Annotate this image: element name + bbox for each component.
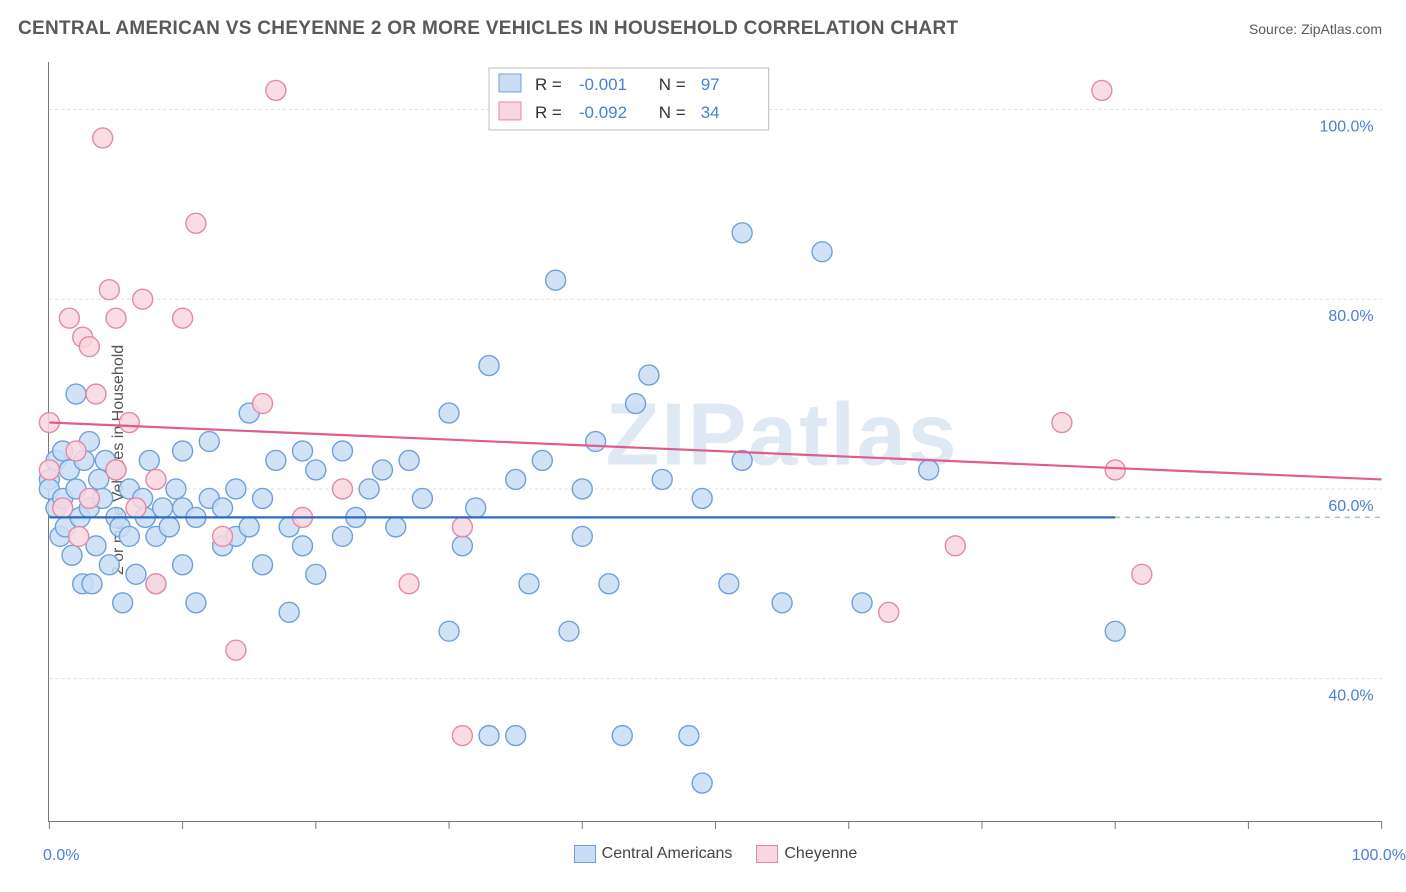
svg-text:N =: N = xyxy=(659,103,686,122)
svg-text:34: 34 xyxy=(701,103,720,122)
legend-item: Cheyenne xyxy=(756,845,857,863)
svg-text:R =: R = xyxy=(535,103,562,122)
legend-swatch xyxy=(756,845,778,863)
chart-container: 2 or more Vehicles in Household 40.0%60.… xyxy=(0,50,1406,870)
x-max-label: 100.0% xyxy=(1352,847,1406,865)
svg-text:ZIPatlas: ZIPatlas xyxy=(606,384,959,483)
legend-swatch xyxy=(574,845,596,863)
svg-text:-0.001: -0.001 xyxy=(579,75,627,94)
svg-text:R =: R = xyxy=(535,75,562,94)
x-min-label: 0.0% xyxy=(43,847,79,865)
svg-text:-0.092: -0.092 xyxy=(579,103,627,122)
legend-item: Central Americans xyxy=(574,845,733,863)
svg-text:40.0%: 40.0% xyxy=(1328,688,1373,705)
legend-bottom: Central Americans Cheyenne xyxy=(49,845,1382,863)
plot-svg: 40.0% 60.0% 80.0% 100.0% ZIPatlas R = -0.001 N … xyxy=(49,62,1382,821)
svg-text:N =: N = xyxy=(659,75,686,94)
svg-text:60.0%: 60.0% xyxy=(1328,498,1373,515)
svg-text:80.0%: 80.0% xyxy=(1328,308,1373,325)
svg-text:100.0%: 100.0% xyxy=(1319,118,1373,135)
source-label: Source: ZipAtlas.com xyxy=(1249,21,1382,37)
chart-title: CENTRAL AMERICAN VS CHEYENNE 2 OR MORE V… xyxy=(18,18,958,40)
plot-area: 40.0% 60.0% 80.0% 100.0% ZIPatlas R = -0.001 N … xyxy=(48,62,1382,822)
svg-text:97: 97 xyxy=(701,75,720,94)
legend-label: Central Americans xyxy=(602,845,733,862)
legend-label: Cheyenne xyxy=(784,845,857,862)
